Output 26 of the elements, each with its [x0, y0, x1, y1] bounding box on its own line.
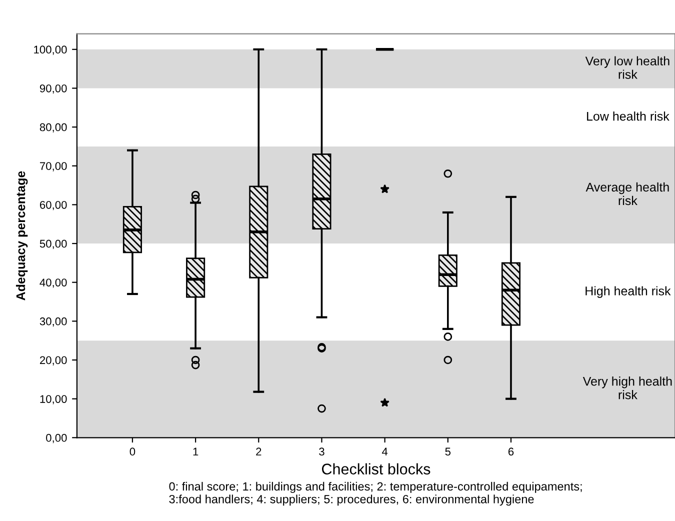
band-label: Very low health risk: [585, 56, 670, 79]
y-axis-title: Adequacy percentage: [16, 171, 28, 300]
x-tick-label: 3: [319, 448, 324, 456]
band-label: Very high health risk: [582, 376, 672, 400]
text: High health risk: [586, 286, 671, 298]
y-tick-label: 40,00: [40, 278, 67, 288]
y-tick-label: 0,00: [46, 434, 67, 444]
x-axis-title: Checklist blocks: [322, 463, 430, 474]
x-tick-label: 6: [508, 448, 514, 456]
x-tick-label: 0: [130, 448, 136, 456]
text: 0: final score; 1: buildings and facilities; 2: temperature-controlled equipaments; 3:food handlers; 4: suppliers; 5: procedures, 6: environmental hygiene: [169, 482, 582, 506]
x-tick-label: 5: [445, 448, 451, 456]
band-label: Average health risk: [586, 182, 669, 206]
y-tick-label: 50,00: [40, 240, 67, 249]
y-tick-label: 30,00: [40, 317, 67, 327]
y-tick-label: 80,00: [40, 123, 67, 132]
y-tick-label: 20,00: [40, 356, 67, 366]
y-tick-label: 70,00: [40, 162, 67, 172]
y-tick-label: 100,00: [34, 46, 67, 55]
y-tick-label: 90,00: [40, 84, 67, 94]
text: Low health risk: [587, 112, 670, 121]
y-tick-label: 60,00: [40, 200, 67, 210]
x-tick-label: 2: [256, 448, 262, 456]
y-tick-label: 10,00: [40, 395, 67, 404]
x-tick-label: 4: [382, 448, 388, 456]
x-tick-label: 1: [193, 448, 198, 456]
